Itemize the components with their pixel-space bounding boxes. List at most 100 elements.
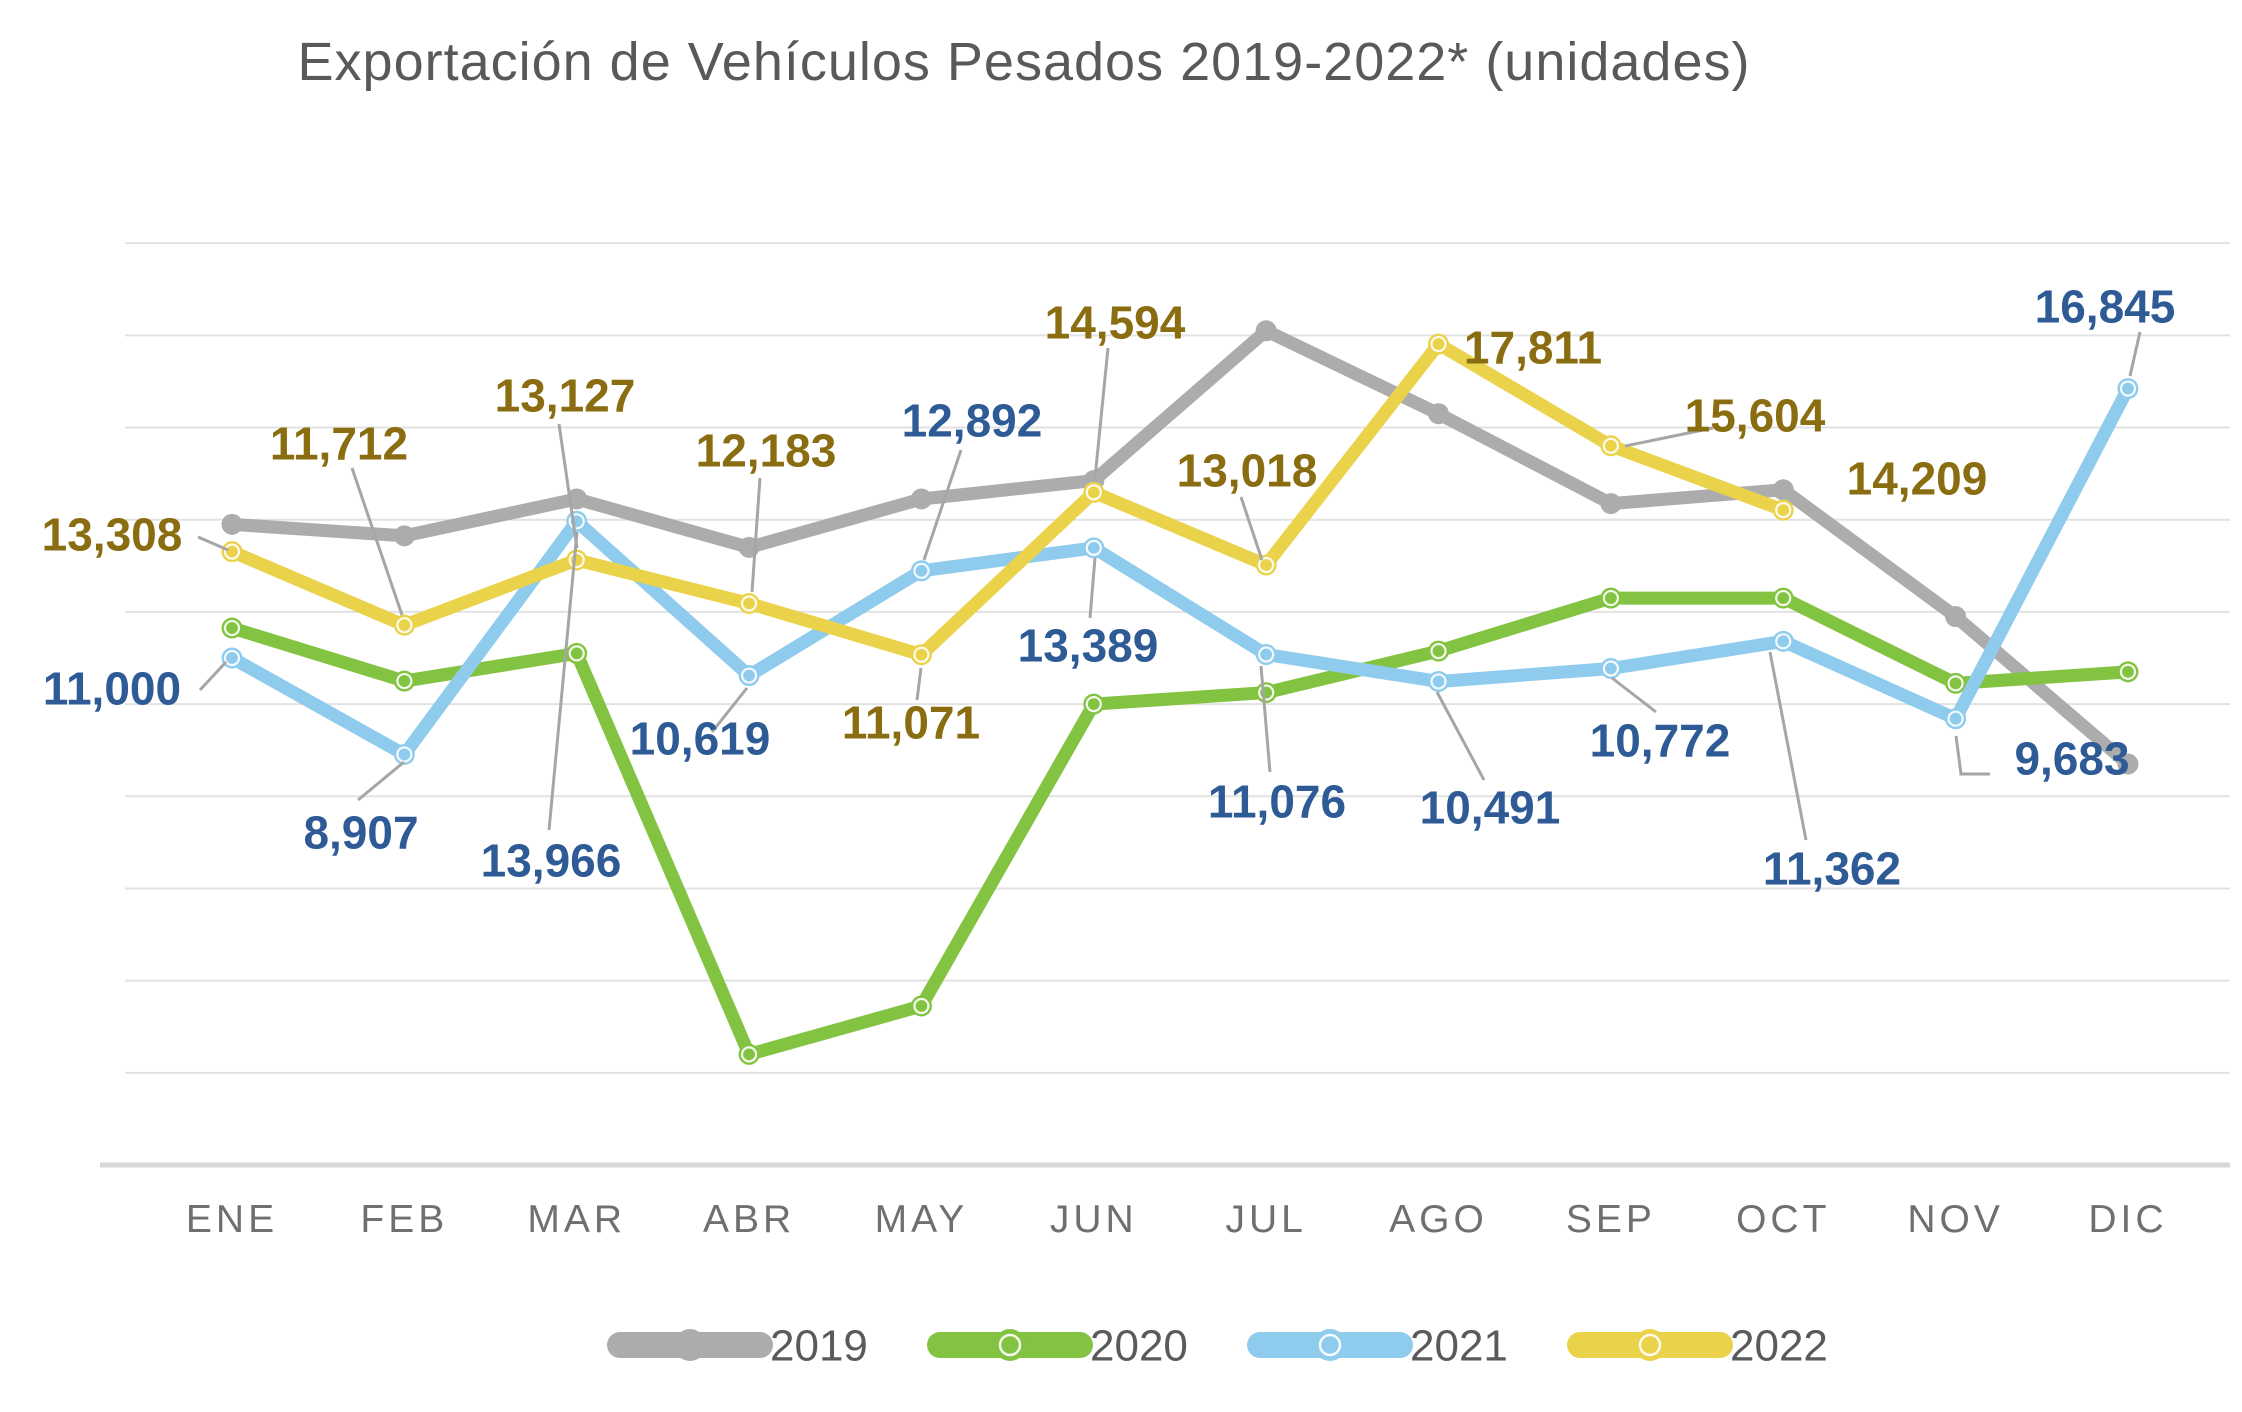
label-leader-line-2022-FEB [350,467,404,616]
legend-dot-ring-icon [1318,1333,1342,1357]
data-label-2022-JUL: 13,018 [1177,445,1318,497]
x-axis-label-ENE: ENE [186,1198,278,1241]
data-point-ring-icon [1775,589,1792,607]
data-point-ring-icon [1602,660,1619,677]
label-leader-line-2021-JUN [1088,557,1097,619]
data-point-ring-icon [1258,556,1275,574]
label-leader-line-2021-MAY [922,449,963,561]
data-point-ring-icon [1085,484,1102,501]
data-point-ring-icon [2119,663,2137,680]
data-point-2019-MAY [910,488,932,510]
data-point-ring-icon [223,619,241,637]
data-label-2021-ENE: 11,000 [43,663,181,715]
label-leader-line-2021-DIC [2128,331,2142,377]
label-leader-line-2021-ABR [710,687,749,733]
data-point-ring-icon [1947,710,1964,727]
data-point-ring-icon [1602,437,1619,454]
data-label-2022-ENE: 13,308 [42,509,183,561]
x-axis-label-MAR: MAR [527,1198,626,1241]
data-label-2021-OCT: 11,362 [1763,843,1901,895]
data-labels-layer: 11,000 8,907 13,966 10,619 12,892 13,389 11,07… [42,281,2176,895]
data-point-ring-icon [396,617,413,634]
legend-label-2020: 2020 [1090,1321,1188,1370]
data-label-2022-OCT: 14,209 [1847,453,1988,505]
data-point-ring-icon [568,551,585,569]
data-label-2021-ABR: 10,619 [630,713,771,765]
x-axis-label-FEB: FEB [360,1198,448,1241]
data-point-ring-icon [1085,539,1102,556]
data-point-ring-icon [1775,633,1792,650]
label-leader-line-2021-JUL [1259,665,1272,773]
data-point-ring-icon [1947,675,1964,692]
legend-dot-marker-icon [674,1329,706,1361]
data-point-2019-FEB [393,525,415,547]
data-point-2019-AGO [1428,403,1450,425]
data-label-2022-ABR: 12,183 [696,425,837,477]
label-leader-line-2021-NOV [1954,735,1990,776]
data-point-ring-icon [1430,642,1447,660]
data-label-2022-AGO: 17,811 [1464,322,1602,374]
label-leader-line-2021-SEP [1611,676,1657,714]
x-axis-label-OCT: OCT [1736,1198,1830,1241]
label-leader-line-2021-AGO [1435,691,1486,781]
data-point-2019-OCT [1772,479,1794,501]
x-axis-label-JUL: JUL [1225,1198,1306,1241]
data-point-ring-icon [740,1046,758,1063]
data-label-2021-FEB: 8,907 [303,807,418,859]
label-leader-line-2022-ENE [197,535,229,552]
series-line-2021 [225,382,2135,761]
data-label-2021-MAY: 12,892 [902,395,1043,447]
legend-dot-marker-icon [1634,1329,1666,1361]
data-point-ring-icon [1258,684,1275,701]
data-point-ring-icon [740,595,758,612]
legend-dot-ring-icon [998,1333,1022,1357]
x-axis-label-AGO: AGO [1389,1198,1488,1241]
data-point-ring-icon [396,672,413,690]
legend-label-2021: 2021 [1410,1321,1508,1370]
data-label-2022-FEB: 11,712 [270,418,408,470]
x-axis-label-DIC: DIC [2088,1198,2167,1241]
data-point-ring-icon [396,746,413,763]
data-label-2021-SEP: 10,772 [1590,715,1731,767]
data-point-ring-icon [2119,380,2137,397]
series-line-2022 [225,337,1790,662]
data-label-2021-AGO: 10,491 [1420,782,1561,834]
legend-dot-marker-icon [994,1329,1026,1361]
data-label-2022-MAR: 13,127 [495,370,636,422]
legend: 2019 2020 2021 2022 [607,1321,1828,1370]
legend-item-2021: 2021 [1247,1321,1508,1370]
legend-item-2019: 2019 [607,1321,868,1370]
x-axis-label-SEP: SEP [1566,1198,1656,1241]
data-label-2022-SEP: 15,604 [1685,390,1826,442]
legend-item-2020: 2020 [927,1321,1188,1370]
data-point-2019-NOV [1945,606,1967,628]
x-axis-label-MAY: MAY [875,1198,969,1241]
legend-dot-marker-icon [1314,1329,1346,1361]
x-axis-label-NOV: NOV [1907,1198,2004,1241]
legend-dot-ring-icon [1638,1333,1662,1357]
data-label-2021-JUN: 13,389 [1018,620,1159,672]
data-point-2019-ENE [221,513,243,535]
x-axis-label-JUN: JUN [1050,1198,1138,1241]
x-axis-label-ABR: ABR [703,1198,795,1241]
data-point-ring-icon [740,667,758,684]
x-axis-layer: ENE FEB MAR ABR MAY JUN JUL AGO SEP OCT NOV DIC [186,1198,2167,1241]
data-point-2019-DIC [2117,753,2139,775]
data-label-2021-NOV: 9,683 [2014,733,2129,785]
leader-lines-layer [197,331,2142,841]
data-point-ring-icon [1602,589,1619,607]
data-point-2019-JUL [1255,320,1277,342]
data-point-ring-icon [913,646,930,663]
data-point-ring-icon [223,649,241,667]
data-label-2022-MAY: 11,071 [842,697,980,749]
label-leader-line-2021-MAR [547,531,579,831]
data-label-2021-MAR: 13,966 [481,835,622,887]
data-point-ring-icon [913,997,930,1015]
data-point-ring-icon [568,645,585,662]
legend-label-2019: 2019 [770,1321,868,1370]
label-leader-line-2022-JUN [1093,347,1110,479]
label-leader-line-2021-ENE [198,660,228,692]
series-line-2019 [225,324,2135,771]
